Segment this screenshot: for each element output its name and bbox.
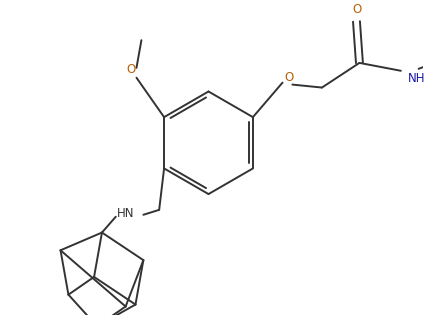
Text: O: O bbox=[126, 63, 135, 76]
Text: HN: HN bbox=[117, 207, 134, 220]
Text: O: O bbox=[284, 71, 294, 84]
Text: NH: NH bbox=[407, 72, 424, 85]
Text: O: O bbox=[352, 3, 361, 16]
